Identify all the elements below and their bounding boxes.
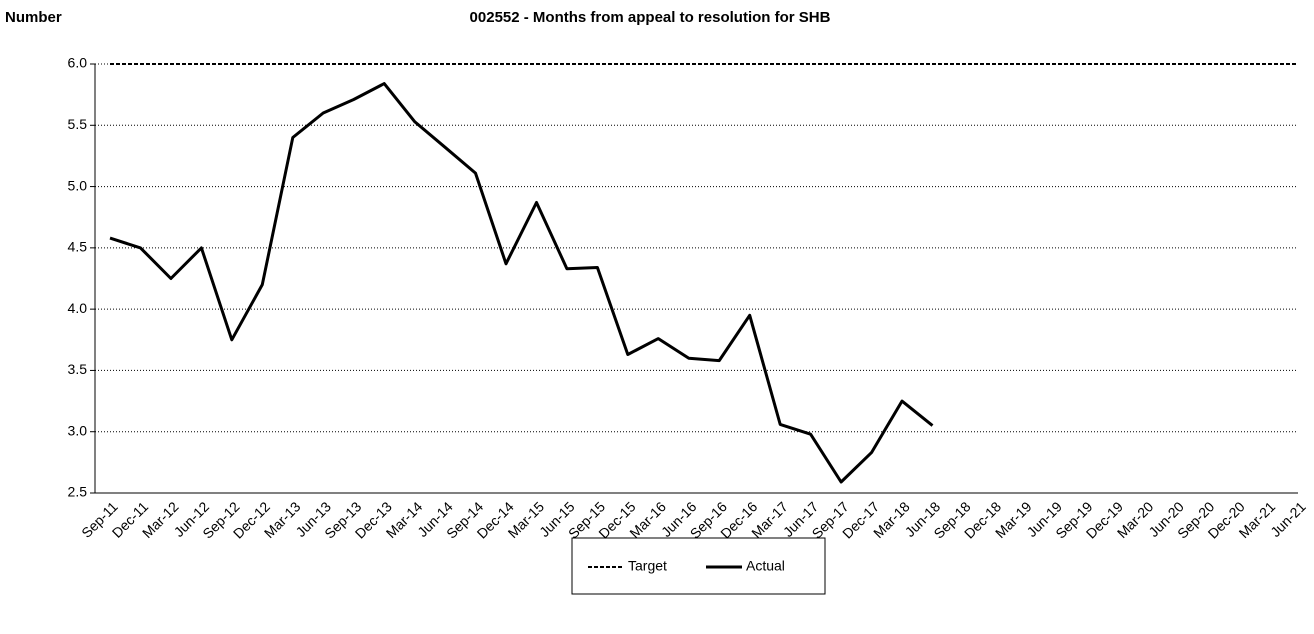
legend-label: Target [628,558,667,574]
x-tick-label: Jun-21 [1267,498,1309,540]
y-tick-label: 3.0 [68,422,88,438]
y-tick-label: 5.5 [68,116,88,132]
y-axis-label: Number [5,9,62,26]
y-tick-label: 6.0 [68,55,88,71]
y-tick-label: 3.5 [68,361,88,377]
y-tick-label: 4.0 [68,300,88,316]
y-tick-label: 2.5 [68,484,88,500]
chart-title: 002552 - Months from appeal to resolutio… [470,9,831,26]
y-tick-label: 4.5 [68,239,88,255]
y-tick-label: 5.0 [68,177,88,193]
legend-label: Actual [746,558,785,574]
series-line [109,82,934,484]
